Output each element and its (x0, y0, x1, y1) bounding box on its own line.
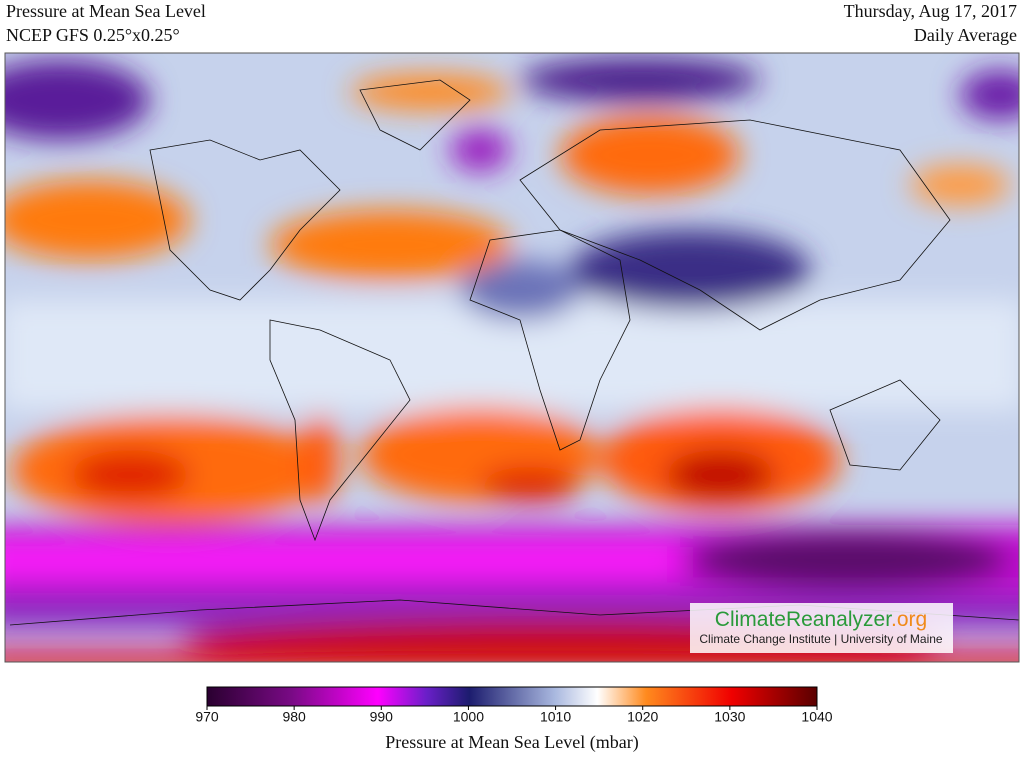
colorbar-tick-label: 980 (282, 709, 306, 725)
map-frame (4, 52, 1020, 663)
colorbar (206, 686, 818, 707)
colorbar-tick-label: 1030 (714, 709, 745, 725)
logo-name: ClimateReanalyzer (715, 608, 892, 631)
period: Daily Average (914, 25, 1017, 45)
title: Pressure at Mean Sea Level (6, 1, 206, 21)
subtitle: NCEP GFS 0.25°x0.25° (6, 25, 180, 45)
date: Thursday, Aug 17, 2017 (844, 1, 1017, 21)
colorbar-tick-label: 1020 (627, 709, 658, 725)
colorbar-tick-label: 970 (195, 709, 219, 725)
logo: ClimateReanalyzer.org (715, 608, 927, 631)
colorbar-tick-label: 1040 (801, 709, 832, 725)
map: ClimateReanalyzer.org Climate Change Ins… (5, 53, 1019, 662)
colorbar-tick-label: 990 (370, 709, 394, 725)
logo-box (690, 603, 953, 653)
colorbar-ticks: 970 980 990 1000 1010 1020 1030 1040 (195, 706, 833, 725)
logo-credit: Climate Change Institute | University of… (699, 632, 943, 646)
colorbar-tick-label: 1000 (453, 709, 484, 725)
colorbar-label: Pressure at Mean Sea Level (mbar) (385, 732, 638, 753)
colorbar-tick-label: 1010 (540, 709, 571, 725)
logo-suffix: .org (891, 608, 927, 631)
